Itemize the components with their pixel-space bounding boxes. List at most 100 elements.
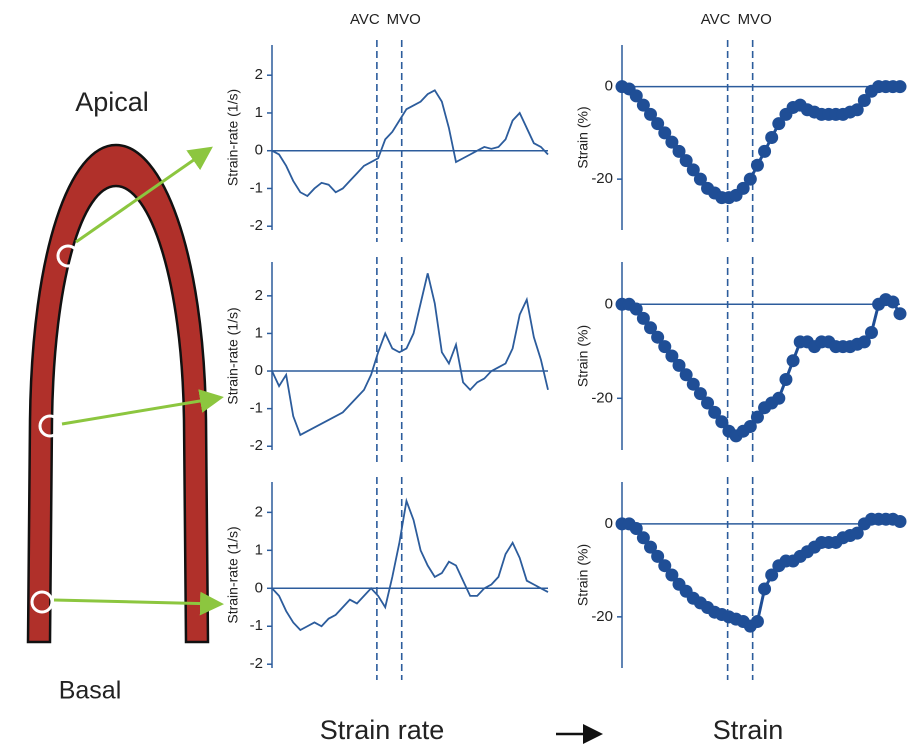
y-tick-label: 1 — [255, 104, 263, 121]
data-point — [629, 522, 643, 535]
event-label: MVO — [387, 11, 421, 28]
data-point — [758, 144, 772, 158]
arrow — [61, 389, 224, 426]
y-axis-label: Strain-rate (1/s) — [225, 526, 241, 623]
data-point — [629, 302, 643, 316]
y-tick-label: 2 — [255, 503, 263, 520]
y-tick-label: -1 — [250, 617, 263, 634]
data-point — [893, 307, 907, 321]
data-point — [750, 615, 764, 628]
data-point — [665, 349, 679, 363]
y-axis-label: Strain-rate (1/s) — [225, 89, 241, 186]
y-axis-label: Strain (%) — [575, 544, 591, 606]
data-point — [644, 321, 658, 335]
data-line — [621, 85, 900, 200]
y-tick-label: 0 — [255, 362, 263, 379]
data-point — [693, 387, 707, 401]
event-label: AVC — [350, 11, 380, 28]
data-point — [864, 326, 878, 339]
y-axis-label: Strain (%) — [575, 106, 591, 168]
y-tick-label: 2 — [255, 66, 263, 83]
y-tick-label: -20 — [591, 389, 613, 406]
data-point — [672, 144, 686, 158]
arrow — [53, 591, 224, 616]
data-point — [679, 154, 693, 168]
data-point — [772, 117, 786, 131]
y-tick-label: 0 — [255, 142, 263, 159]
data-point — [736, 181, 750, 195]
y-tick-label: 0 — [605, 295, 613, 312]
ventricle-wall — [26, 143, 210, 644]
y-tick-label: -20 — [591, 608, 613, 625]
data-point — [708, 405, 722, 419]
y-tick-label: -2 — [250, 437, 263, 454]
data-point — [629, 89, 643, 103]
data-point — [743, 420, 757, 433]
strain-rate-label: Strain rate — [320, 715, 445, 745]
data-point — [636, 311, 650, 325]
data-point — [658, 340, 672, 354]
y-axis-label: Strain (%) — [575, 325, 591, 387]
data-point — [779, 373, 793, 386]
data-point — [750, 410, 764, 424]
y-tick-label: 2 — [255, 287, 263, 304]
data-line — [271, 273, 549, 437]
y-tick-label: 0 — [605, 78, 613, 95]
data-point — [750, 158, 764, 172]
data-point — [893, 515, 907, 529]
data-point — [857, 94, 871, 107]
data-point — [658, 559, 672, 573]
data-line — [271, 89, 549, 198]
data-point — [772, 391, 786, 405]
data-point — [786, 354, 800, 368]
y-tick-label: 0 — [255, 579, 263, 596]
data-point — [857, 335, 871, 349]
data-point — [672, 358, 686, 372]
data-point — [886, 295, 900, 309]
data-line — [271, 497, 549, 632]
data-point — [651, 117, 665, 131]
y-tick-label: -20 — [591, 170, 613, 187]
strain-label: Strain — [713, 715, 784, 745]
y-tick-label: 0 — [605, 515, 613, 532]
region-marker — [56, 244, 80, 268]
data-point — [658, 126, 672, 140]
data-point — [850, 103, 864, 117]
data-point — [758, 582, 772, 596]
data-point — [665, 568, 679, 582]
data-point — [636, 98, 650, 112]
data-point — [644, 540, 658, 554]
data-point — [651, 549, 665, 563]
data-point — [686, 163, 700, 177]
data-point — [765, 131, 779, 144]
data-point — [850, 526, 864, 540]
event-label: MVO — [738, 11, 772, 28]
data-point — [693, 172, 707, 186]
data-point — [644, 107, 658, 121]
apical-label: Apical — [75, 87, 149, 117]
data-point — [665, 135, 679, 149]
y-tick-label: -1 — [250, 400, 263, 417]
basal-label: Basal — [59, 677, 122, 705]
data-point — [743, 172, 757, 186]
y-tick-label: -2 — [250, 217, 263, 234]
data-point — [701, 396, 715, 410]
region-marker — [30, 590, 54, 614]
data-point — [651, 330, 665, 344]
arrow — [75, 146, 213, 244]
y-axis-label: Strain-rate (1/s) — [225, 307, 241, 404]
data-point — [636, 531, 650, 545]
y-tick-label: -1 — [250, 179, 263, 196]
data-point — [686, 377, 700, 391]
y-tick-label: 1 — [255, 541, 263, 558]
data-point — [679, 368, 693, 382]
ventricle-diagram — [26, 143, 224, 644]
data-point — [715, 415, 729, 429]
data-point — [893, 80, 907, 94]
region-marker — [38, 414, 62, 438]
event-label: AVC — [701, 11, 731, 28]
data-point — [765, 568, 779, 582]
y-tick-label: -2 — [250, 655, 263, 672]
y-tick-label: 1 — [255, 324, 263, 341]
